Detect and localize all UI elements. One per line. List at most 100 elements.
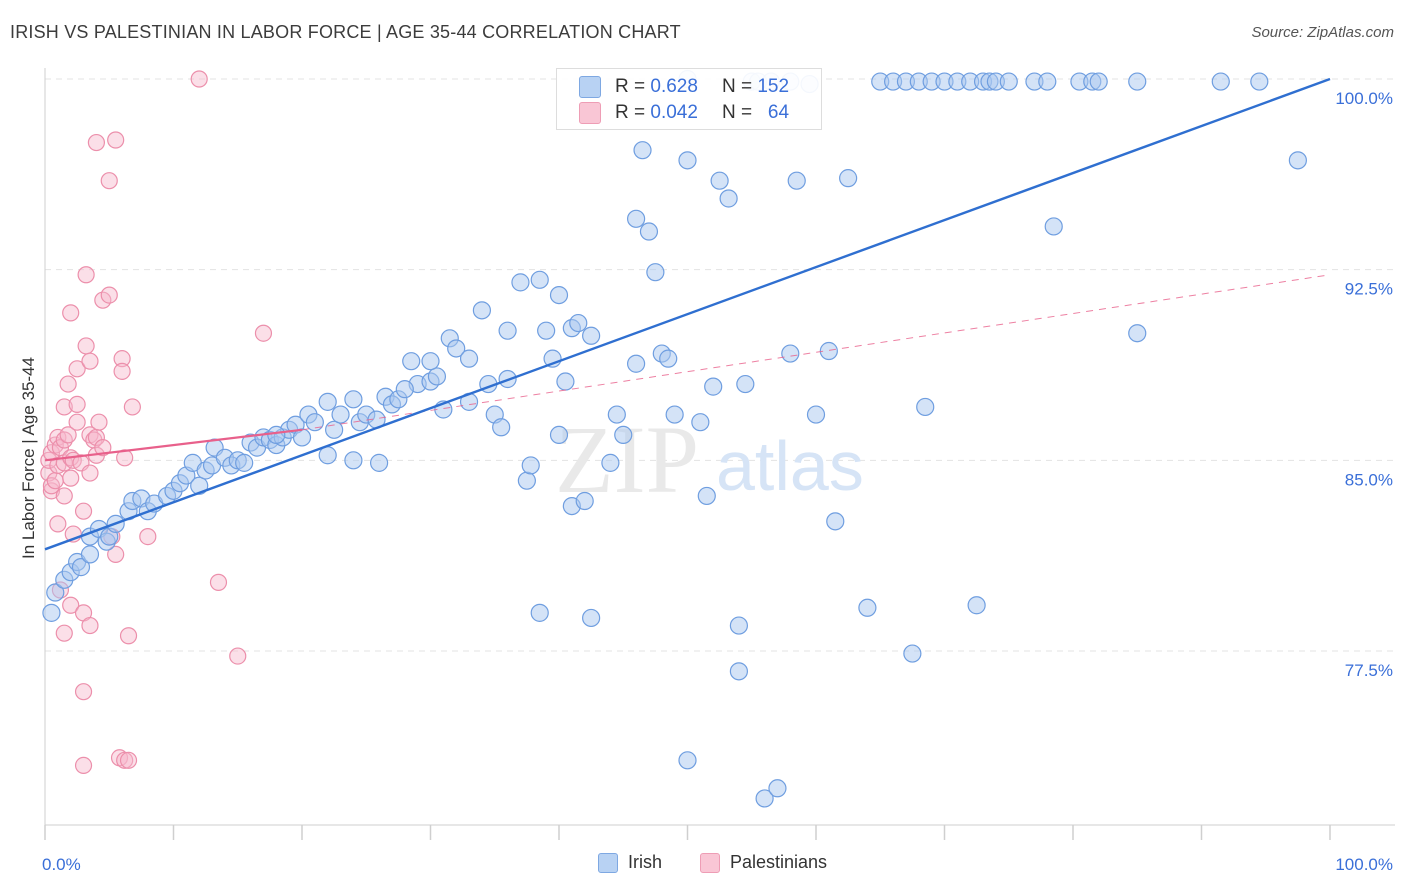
irish-point: [1211, 72, 1230, 91]
irish-point: [626, 354, 646, 373]
irish-point: [1089, 72, 1108, 91]
legend-row-irish: R = 0.628 N = 152: [579, 74, 789, 100]
irish-point: [729, 662, 749, 681]
palestinians-point: [119, 627, 138, 645]
irish-point: [1038, 72, 1057, 91]
y-tick-label: 77.5%: [1345, 661, 1393, 680]
palestinians-point: [74, 756, 93, 775]
irish-point: [719, 189, 738, 208]
irish-point: [344, 451, 363, 470]
irish-point: [1044, 217, 1063, 236]
irish-point: [318, 392, 337, 411]
irish-point: [967, 596, 986, 615]
irish-point: [1288, 151, 1307, 170]
irish-point: [1250, 72, 1269, 91]
irish-point: [427, 367, 447, 386]
irish-point: [999, 72, 1018, 91]
irish-r-label: R =: [615, 76, 646, 97]
irish-point: [537, 321, 556, 340]
irish-point: [916, 397, 935, 417]
irish-point: [318, 446, 337, 465]
trend-lines: [44, 77, 1331, 551]
legend-row-palestinians: R = 0.042 N = 64: [579, 100, 789, 126]
palestinians-trend-line: [44, 428, 303, 462]
irish-point: [858, 598, 877, 617]
x-tick-label: 0.0%: [42, 855, 81, 874]
irish-point: [806, 405, 826, 424]
palestinians-point: [62, 469, 80, 487]
irish-point: [607, 405, 626, 424]
palestinians-point: [107, 131, 125, 149]
x-tick-label: 100.0%: [1335, 855, 1393, 874]
irish-swatch: [579, 76, 601, 98]
irish-point: [697, 486, 716, 506]
irish-point: [582, 326, 601, 345]
palestinians-points: [40, 70, 273, 775]
palestinians-point: [62, 304, 80, 322]
irish-trend-line: [44, 77, 1331, 551]
irish-point: [235, 453, 254, 472]
irish-point: [736, 374, 755, 394]
irish-point: [582, 608, 601, 628]
tick-labels: 77.5% 85.0% 92.5% 100.0% 0.0% 100.0%: [42, 89, 1393, 874]
irish-point: [819, 341, 838, 361]
irish-point: [549, 285, 569, 305]
irish-r-value: 0.628: [650, 76, 698, 97]
irish-point: [646, 263, 665, 282]
irish-point: [267, 425, 286, 445]
irish-point: [839, 169, 858, 188]
palestinians-point: [209, 573, 228, 591]
irish-point: [530, 270, 549, 289]
palestinians-point: [68, 413, 86, 431]
irish-point: [781, 344, 800, 363]
palestinians-point: [55, 487, 73, 505]
irish-point: [569, 313, 588, 333]
irish-point: [1128, 72, 1147, 91]
irish-point: [472, 301, 491, 320]
palestinians-point: [113, 362, 131, 380]
irish-point: [755, 789, 774, 808]
pal-r-label: R =: [615, 102, 646, 123]
irish-point: [704, 377, 723, 396]
irish-point: [492, 418, 511, 437]
irish-point: [659, 349, 678, 368]
palestinians-point: [100, 286, 118, 304]
irish-point: [729, 616, 749, 635]
irish-point: [331, 405, 350, 424]
irish-point: [626, 209, 646, 228]
irish-point: [325, 420, 344, 439]
y-axis-label: In Labor Force | Age 35-44: [19, 357, 38, 559]
palestinians-trend-extension: [301, 274, 1331, 431]
palestinians-point: [81, 464, 99, 482]
irish-point: [633, 141, 652, 160]
palestinians-point: [94, 439, 112, 457]
irish-n-label: N =: [721, 76, 753, 97]
irish-legend-swatch: [598, 852, 618, 873]
irish-point: [678, 751, 697, 770]
palestinians-point: [107, 545, 125, 563]
watermark-atlas: atlas: [716, 427, 864, 505]
irish-n-value: 152: [757, 76, 790, 97]
palestinians-point: [139, 527, 157, 546]
irish-point: [447, 339, 466, 358]
palestinians-point: [59, 375, 77, 393]
irish-point: [80, 545, 100, 564]
irish-point: [614, 425, 633, 445]
irish-point: [691, 413, 710, 432]
legend-item-irish[interactable]: Irish: [598, 852, 662, 873]
series-legend: Irish Palestinians: [0, 852, 1406, 878]
palestinians-point: [90, 413, 108, 431]
palestinians-point: [254, 324, 273, 342]
irish-point: [710, 171, 729, 190]
irish-point: [521, 456, 540, 475]
irish-point: [395, 380, 414, 399]
irish-point: [517, 471, 536, 490]
irish-point: [42, 603, 61, 622]
palestinians-point: [42, 482, 61, 500]
palestinians-legend-swatch: [700, 852, 720, 873]
palestinians-point: [87, 133, 106, 152]
legend-item-palestinians[interactable]: Palestinians: [700, 852, 827, 873]
palestinians-point: [116, 751, 134, 769]
palestinians-point: [68, 360, 86, 378]
